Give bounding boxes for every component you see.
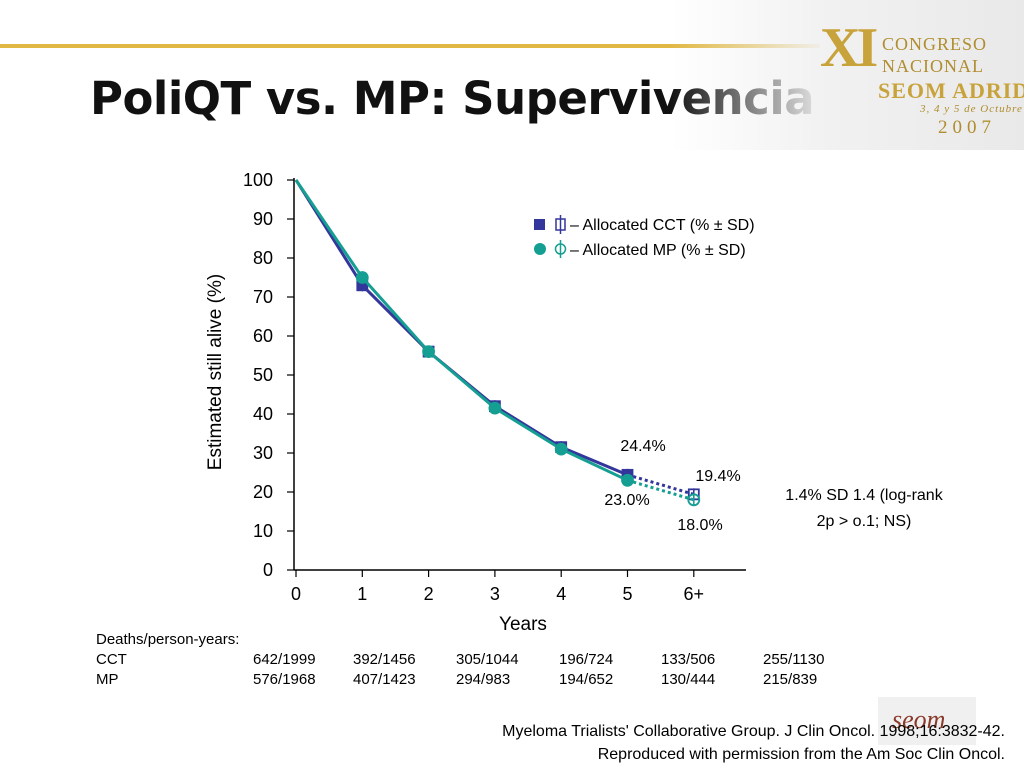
x-tick-label: 0 (291, 584, 301, 604)
x-tick-label: 4 (556, 584, 566, 604)
y-tick-label: 30 (253, 443, 273, 463)
deaths-row-label: MP (96, 671, 119, 688)
value-label-cct-year5: 24.4% (620, 438, 665, 455)
legend-cct-label: – Allocated CCT (% ± SD) (570, 217, 755, 234)
logo-line-5: 2007 (938, 117, 996, 138)
legend: – Allocated CCT (% ± SD) – Allocated MP … (534, 215, 755, 259)
deaths-cell: 576/1968 (253, 671, 316, 688)
data-point (355, 271, 369, 284)
x-tick-label: 1 (357, 584, 367, 604)
legend-cct-errorbar-icon (555, 215, 566, 234)
logrank-annotation-line1: 1.4% SD 1.4 (log-rank (785, 487, 943, 504)
deaths-cell: 305/1044 (456, 651, 519, 668)
deaths-cell: 642/1999 (253, 651, 316, 668)
x-tick-label: 6+ (684, 584, 705, 604)
deaths-cell: 194/652 (559, 671, 614, 688)
citation-line-1: Myeloma Trialists' Collaborative Group. … (502, 723, 1005, 740)
y-tick-label: 50 (253, 365, 273, 385)
legend-mp-circle-marker (534, 243, 546, 255)
y-tick-label: 70 (253, 287, 273, 307)
series-line-solid (294, 179, 629, 482)
x-tick-label: 5 (622, 584, 632, 604)
citation: Myeloma Trialists' Collaborative Group. … (502, 720, 1005, 766)
deaths-cell: 294/983 (456, 671, 511, 688)
deaths-row-label: CCT (96, 651, 127, 668)
logo-line-4: 3, 4 y 5 de Octubre (920, 103, 1023, 115)
logo-line-3: SEOM ADRID (878, 78, 1024, 103)
legend-mp-errorbar-icon (554, 240, 567, 258)
y-tick-label: 100 (243, 170, 273, 190)
value-label-cct-year6: 19.4% (695, 468, 740, 485)
chart-axes (293, 178, 746, 571)
series-layer (294, 179, 701, 507)
deaths-cell: 255/1130 (763, 651, 825, 668)
value-label-mp-year6: 18.0% (677, 517, 722, 534)
y-tick-label: 90 (253, 209, 273, 229)
x-tick-label: 3 (490, 584, 500, 604)
y-tick-label: 40 (253, 404, 273, 424)
citation-line-2: Reproduced with permission from the Am S… (597, 746, 1005, 763)
deaths-cell: 392/1456 (353, 651, 416, 668)
deaths-cell: 407/1423 (353, 671, 416, 688)
y-tick-label: 0 (263, 560, 273, 580)
y-tick-label: 80 (253, 248, 273, 268)
data-point (554, 442, 568, 456)
y-tick-group: 0 10 20 30 40 50 60 70 80 90 100 (243, 170, 294, 580)
legend-mp-label: – Allocated MP (% ± SD) (570, 242, 746, 259)
logo-line-2: NACIONAL (882, 56, 984, 76)
title-rule (0, 44, 820, 48)
value-label-mp-year5: 23.0% (604, 492, 649, 509)
legend-cct-square-marker (534, 219, 545, 230)
x-axis-label: Years (499, 614, 547, 635)
data-point (621, 473, 634, 487)
deaths-cell: 130/444 (661, 671, 716, 688)
seom-footer-logo: seom (878, 697, 976, 745)
x-tick-group: 0 1 2 3 4 5 6+ (291, 570, 704, 604)
deaths-table-header-text: Deaths/person-years: (96, 631, 240, 648)
logo-roman-numeral: XI (820, 17, 878, 79)
y-tick-label: 20 (253, 482, 273, 502)
x-tick-label: 2 (424, 584, 434, 604)
series-mp (294, 179, 701, 507)
logo-background (670, 0, 1024, 150)
y-axis-label: Estimated still alive (%) (205, 274, 226, 470)
data-point (422, 345, 436, 359)
congress-logo: XI CONGRESO NACIONAL SEOM ADRID 3, 4 y 5… (670, 0, 1024, 150)
deaths-cell: 133/506 (661, 651, 716, 668)
y-tick-label: 10 (253, 521, 273, 541)
logo-line-1: CONGRESO (882, 34, 988, 54)
deaths-cell: 196/724 (559, 651, 614, 668)
deaths-cell: 215/839 (763, 671, 818, 688)
data-point (488, 401, 502, 415)
logrank-annotation-line2: 2p > o.1; NS) (817, 513, 912, 530)
y-tick-label: 60 (253, 326, 273, 346)
data-point (687, 493, 701, 507)
